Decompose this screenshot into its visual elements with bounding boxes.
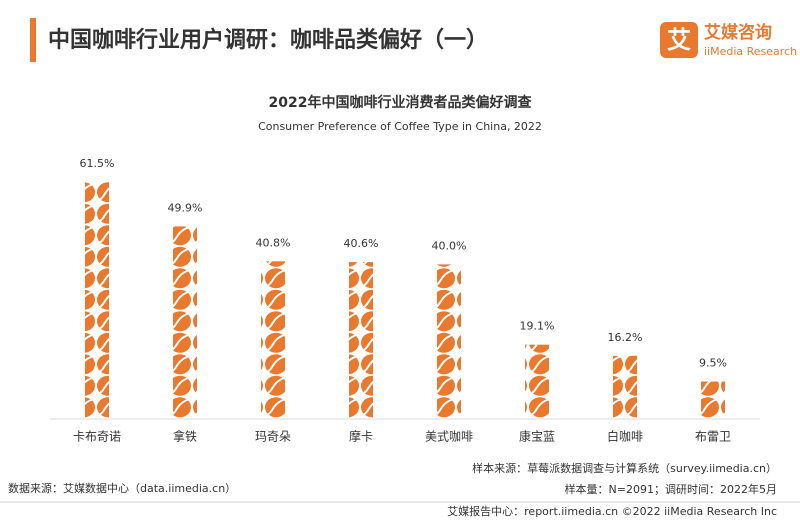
value-label: 16.2% [608,331,643,344]
category-label: 美式咖啡 [425,429,473,444]
chart-subtitle: Consumer Preference of Coffee Type in Ch… [258,120,542,133]
logo-en: iiMedia Research [704,45,797,58]
category-label: 布雷卫 [695,430,731,444]
bean-bar [261,261,285,418]
value-label: 40.0% [432,239,467,252]
header-bar [30,18,36,62]
value-label: 61.5% [80,157,115,170]
bean-bar [701,381,725,418]
chart-title: 2022年中国咖啡行业消费者品类偏好调查 [269,94,533,111]
bean-bar [613,355,637,418]
sample-source: 样本来源：草莓派数据调查与计算系统（survey.iimedia.cn） [472,461,777,475]
logo-name: 艾媒咨询 [704,22,772,43]
logo-box [660,22,698,58]
category-label: 卡布奇诺 [73,430,121,444]
bean-bar [173,226,197,418]
value-label: 40.8% [256,236,291,249]
bean-bar [525,344,549,418]
category-label: 康宝蓝 [519,429,555,444]
bean-bar [349,262,373,418]
report-center: 艾媒报告中心：report.iimedia.cn ©2022 iiMedia R… [447,504,777,518]
source: 数据来源：艾媒数据中心（data.iimedia.cn） [8,481,236,495]
category-label: 白咖啡 [607,429,643,444]
value-label: 49.9% [168,201,203,214]
value-label: 9.5% [699,357,727,370]
value-label: 19.1% [520,320,555,333]
page-title: 中国咖啡行业用户调研：咖啡品类偏好（一） [48,27,488,53]
value-label: 40.6% [344,237,379,250]
bean-bar [85,181,109,418]
category-label: 拿铁 [173,429,197,444]
sample-size: 样本量：N=2091；调研时间：2022年5月 [565,482,777,496]
category-label: 摩卡 [349,429,373,444]
bean-bar [437,264,461,418]
category-label: 玛奇朵 [255,430,291,444]
logo-mark: 艾 [667,26,691,54]
